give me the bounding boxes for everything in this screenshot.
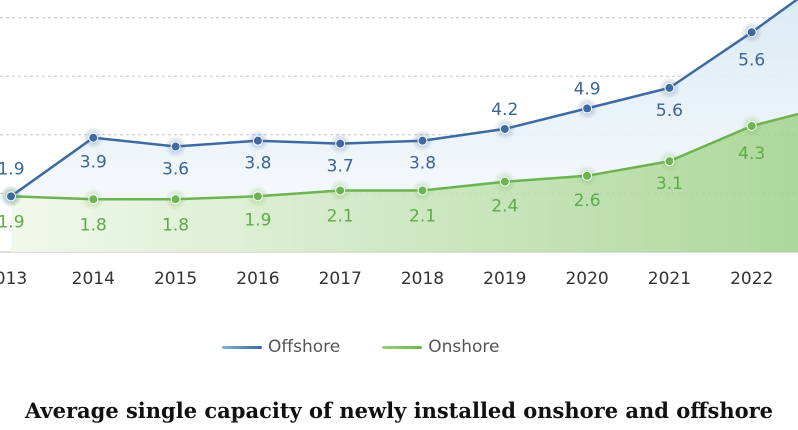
data-label-onshore: 1.8 bbox=[162, 215, 189, 235]
point-offshore bbox=[746, 27, 757, 38]
point-offshore bbox=[499, 123, 510, 134]
point-offshore bbox=[335, 138, 346, 149]
x-tick-label: 2014 bbox=[72, 269, 115, 289]
data-label-onshore: 4.3 bbox=[738, 144, 765, 164]
x-tick-label: 2016 bbox=[236, 269, 279, 289]
data-label-offshore: 3.6 bbox=[162, 160, 189, 180]
x-axis-ticks: 013 2014 2015 2016 2017 2018 2019 2020 2021 2022 bbox=[0, 269, 773, 289]
x-tick-label: 2018 bbox=[401, 269, 444, 289]
point-onshore bbox=[88, 194, 99, 205]
data-label-offshore: 1.9 bbox=[0, 159, 25, 179]
data-points bbox=[0, 21, 763, 211]
data-label-offshore: 5.6 bbox=[656, 101, 683, 121]
data-label-onshore: 1.9 bbox=[244, 210, 271, 230]
data-label-offshore: 4.2 bbox=[491, 100, 518, 120]
area-offshore bbox=[11, 0, 798, 200]
point-onshore bbox=[664, 156, 675, 167]
x-tick-label: 2015 bbox=[154, 269, 197, 289]
data-label-onshore: 2.1 bbox=[409, 206, 436, 226]
x-tick-label: 2017 bbox=[319, 269, 362, 289]
legend-swatch-onshore bbox=[382, 345, 423, 349]
data-label-onshore: 2.6 bbox=[574, 191, 601, 211]
data-label-offshore: 3.9 bbox=[80, 153, 107, 173]
line-chart: 1.9 3.9 3.6 3.8 3.7 3.8 4.2 4.9 5.6 5.6 1.9 1.8 1.8 1… bbox=[0, 0, 798, 289]
point-onshore bbox=[335, 185, 346, 196]
data-label-offshore: 3.7 bbox=[327, 157, 354, 177]
legend: Offshore Onshore bbox=[222, 334, 541, 360]
area-onshore bbox=[11, 114, 798, 252]
data-label-onshore: 1.9 bbox=[0, 212, 25, 232]
area-fills bbox=[11, 0, 798, 252]
point-onshore bbox=[499, 176, 510, 187]
chart-caption: Average single capacity of newly install… bbox=[24, 398, 774, 423]
legend-swatch-offshore bbox=[222, 345, 262, 349]
data-label-onshore: 2.4 bbox=[491, 197, 518, 217]
data-label-offshore: 3.8 bbox=[244, 154, 271, 174]
x-tick-label: 013 bbox=[0, 269, 27, 289]
point-onshore bbox=[582, 170, 593, 181]
legend-item-offshore: Offshore bbox=[222, 337, 340, 357]
point-onshore bbox=[252, 191, 263, 202]
data-label-offshore: 4.9 bbox=[574, 79, 601, 99]
x-tick-label: 2021 bbox=[648, 269, 691, 289]
legend-label-offshore: Offshore bbox=[268, 337, 341, 357]
x-tick-label: 2022 bbox=[730, 269, 773, 289]
point-offshore bbox=[252, 135, 263, 146]
point-offshore bbox=[582, 103, 593, 114]
point-onshore bbox=[746, 121, 757, 132]
data-labels: 1.9 3.9 3.6 3.8 3.7 3.8 4.2 4.9 5.6 5.6 1.9 1.8 1.8 1… bbox=[0, 50, 765, 235]
point-offshore bbox=[417, 135, 428, 146]
data-label-onshore: 3.1 bbox=[656, 174, 683, 194]
data-label-offshore: 5.6 bbox=[738, 50, 765, 70]
legend-item-onshore: Onshore bbox=[382, 337, 499, 357]
data-label-onshore: 2.1 bbox=[327, 206, 354, 226]
point-offshore bbox=[6, 191, 16, 202]
data-label-offshore: 3.8 bbox=[409, 154, 436, 174]
point-offshore bbox=[88, 132, 99, 143]
x-tick-label: 2019 bbox=[483, 269, 526, 289]
point-onshore bbox=[417, 185, 428, 196]
x-tick-label: 2020 bbox=[565, 269, 608, 289]
point-onshore bbox=[170, 194, 181, 205]
point-offshore bbox=[170, 141, 181, 152]
data-label-onshore: 1.8 bbox=[80, 215, 107, 235]
point-offshore bbox=[664, 82, 675, 93]
legend-label-onshore: Onshore bbox=[428, 337, 500, 357]
